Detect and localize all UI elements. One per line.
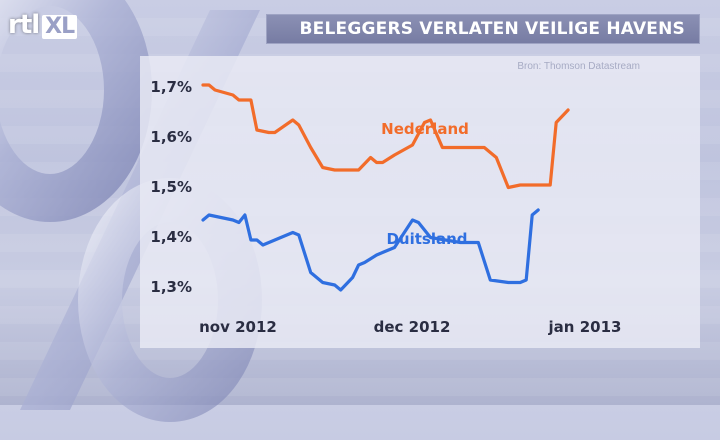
chart-title: BELEGGERS VERLATEN VEILIGE HAVENS [299,19,685,39]
logo-rtl: rtl [8,10,40,40]
series-line-duitsland [201,208,540,292]
y-tick-label: 1,4% [150,228,192,246]
title-bar: BELEGGERS VERLATEN VEILIGE HAVENS [266,14,700,44]
series-label-duitsland: Duitsland [386,230,467,248]
y-tick-label: 1,5% [150,178,192,196]
line-chart: 1,3% 1,4% 1,5% 1,6% 1,7% nov 2012 dec 2012 jan … [150,78,622,336]
chart-panel [140,56,700,348]
series-label-nederland: Nederland [381,120,469,138]
y-tick-label: 1,6% [150,128,192,146]
y-tick-label: 1,7% [150,78,192,96]
logo-xl: XL [42,15,78,39]
x-tick-label: dec 2012 [374,318,451,336]
series-line-nederland [201,83,570,190]
x-tick-label: jan 2013 [548,318,622,336]
x-tick-label: nov 2012 [199,318,277,336]
y-tick-label: 1,3% [150,278,192,296]
source-label: Bron: Thomson Datastream [517,61,640,72]
rtlxl-logo: rtl XL [8,10,78,40]
